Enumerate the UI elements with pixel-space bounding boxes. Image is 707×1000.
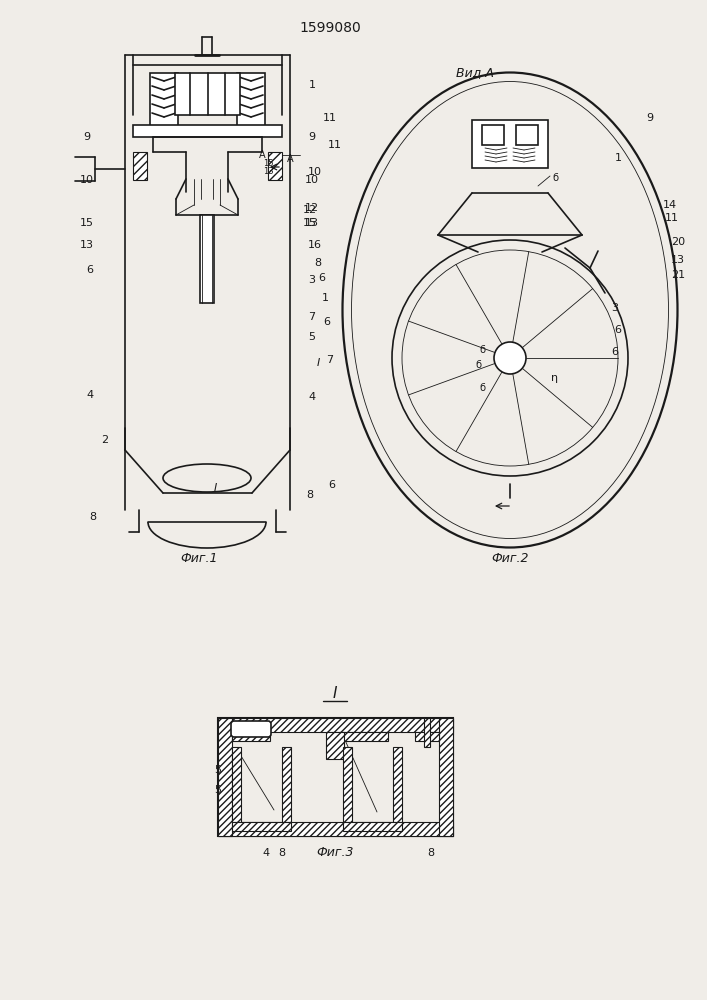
Text: 4: 4 — [308, 392, 315, 402]
Text: 16: 16 — [308, 240, 322, 250]
Text: 1: 1 — [614, 153, 621, 163]
Text: 6: 6 — [324, 317, 330, 327]
Bar — [150, 73, 178, 128]
Text: 13: 13 — [80, 240, 94, 250]
Text: Фиг.1: Фиг.1 — [180, 552, 218, 564]
Text: 1: 1 — [308, 80, 315, 90]
Text: 10: 10 — [308, 167, 322, 177]
Bar — [268, 152, 282, 180]
Text: I: I — [316, 358, 320, 368]
Text: 11: 11 — [328, 140, 342, 150]
Text: б: б — [479, 345, 485, 355]
Text: 9: 9 — [308, 132, 315, 142]
Bar — [516, 125, 538, 145]
Bar — [133, 125, 282, 137]
Text: 15: 15 — [303, 218, 317, 228]
Bar — [326, 732, 344, 759]
Text: 1: 1 — [322, 293, 329, 303]
Text: 11: 11 — [323, 113, 337, 123]
Bar — [424, 718, 430, 747]
Bar — [218, 822, 453, 836]
Text: Фиг.3: Фиг.3 — [316, 846, 354, 859]
Text: η: η — [551, 373, 559, 383]
Text: 6: 6 — [614, 325, 621, 335]
Text: 5: 5 — [214, 765, 221, 775]
Bar — [343, 747, 352, 822]
Text: A: A — [287, 154, 293, 164]
Bar — [232, 822, 291, 831]
Bar — [482, 125, 504, 145]
Text: 7: 7 — [327, 355, 334, 365]
Text: 6: 6 — [318, 273, 325, 283]
Bar — [415, 732, 439, 741]
Text: 13: 13 — [263, 167, 274, 176]
Text: 20: 20 — [671, 237, 685, 247]
Text: Фиг.2: Фиг.2 — [491, 552, 529, 564]
Text: 6: 6 — [612, 347, 619, 357]
Text: 6: 6 — [329, 480, 336, 490]
Text: Вид А: Вид А — [456, 66, 494, 80]
Bar — [218, 718, 453, 732]
Bar — [439, 718, 453, 836]
Text: 10: 10 — [305, 175, 319, 185]
Bar — [200, 215, 214, 303]
Text: 3: 3 — [612, 303, 619, 313]
Text: 1599080: 1599080 — [299, 21, 361, 35]
Text: 4: 4 — [86, 390, 93, 400]
Text: 9: 9 — [646, 113, 653, 123]
Text: 6: 6 — [86, 265, 93, 275]
Text: 8: 8 — [279, 848, 286, 858]
Text: 5: 5 — [214, 785, 221, 795]
Text: 13: 13 — [671, 255, 685, 265]
Bar — [232, 732, 270, 741]
Bar — [472, 120, 548, 168]
Text: 14: 14 — [663, 200, 677, 210]
Bar — [218, 718, 453, 836]
Bar — [282, 747, 291, 822]
Text: 21: 21 — [671, 270, 685, 280]
Text: б: б — [552, 173, 558, 183]
Text: 8: 8 — [90, 512, 97, 522]
Bar — [340, 732, 388, 741]
Bar — [343, 822, 402, 831]
Text: I: I — [333, 686, 337, 702]
Text: 8: 8 — [306, 490, 314, 500]
Text: 8: 8 — [315, 258, 322, 268]
Circle shape — [494, 342, 526, 374]
Text: 9: 9 — [83, 132, 90, 142]
Text: 3: 3 — [308, 275, 315, 285]
Text: 15: 15 — [80, 218, 94, 228]
Text: 4: 4 — [262, 848, 269, 858]
Text: 13: 13 — [305, 218, 319, 228]
Bar — [175, 73, 240, 115]
Text: б: б — [475, 360, 481, 370]
Bar — [237, 73, 265, 128]
Text: 7: 7 — [308, 312, 315, 322]
Text: 2: 2 — [101, 435, 109, 445]
Text: 11: 11 — [665, 213, 679, 223]
Text: A: A — [259, 150, 265, 160]
FancyBboxPatch shape — [231, 721, 271, 737]
Bar — [232, 747, 241, 822]
Text: I: I — [214, 483, 216, 493]
Text: 12: 12 — [303, 205, 317, 215]
Text: 10: 10 — [80, 175, 94, 185]
Text: 5: 5 — [308, 332, 315, 342]
Text: 12: 12 — [305, 203, 319, 213]
Bar — [393, 747, 402, 822]
Bar — [218, 718, 232, 836]
Text: 8: 8 — [428, 848, 435, 858]
Text: б: б — [479, 383, 485, 393]
Text: 15: 15 — [263, 159, 273, 168]
Bar — [133, 152, 147, 180]
